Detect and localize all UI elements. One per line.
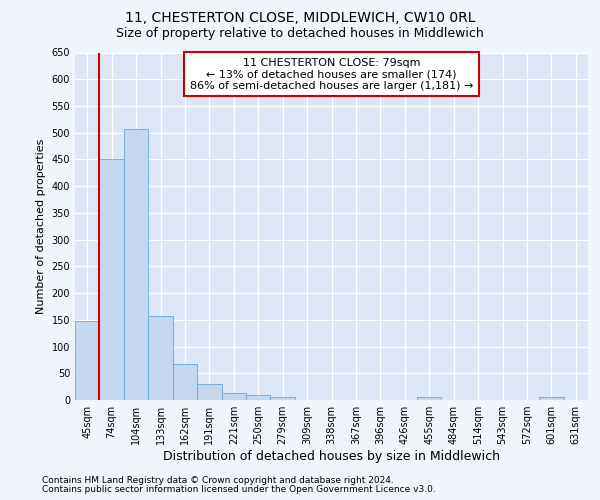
Bar: [271, 398, 295, 400]
Y-axis label: Number of detached properties: Number of detached properties: [36, 138, 46, 314]
Bar: [100, 160, 124, 400]
Text: Contains public sector information licensed under the Open Government Licence v3: Contains public sector information licen…: [42, 484, 436, 494]
Bar: [197, 384, 221, 400]
Text: Contains HM Land Registry data © Crown copyright and database right 2024.: Contains HM Land Registry data © Crown c…: [42, 476, 394, 485]
Bar: [417, 397, 442, 400]
Bar: [124, 129, 148, 400]
X-axis label: Distribution of detached houses by size in Middlewich: Distribution of detached houses by size …: [163, 450, 500, 463]
Bar: [148, 316, 173, 400]
Bar: [221, 392, 246, 400]
Bar: [173, 364, 197, 400]
Bar: [246, 395, 271, 400]
Bar: [539, 397, 563, 400]
Text: Size of property relative to detached houses in Middlewich: Size of property relative to detached ho…: [116, 28, 484, 40]
Text: 11 CHESTERTON CLOSE: 79sqm
← 13% of detached houses are smaller (174)
86% of sem: 11 CHESTERTON CLOSE: 79sqm ← 13% of deta…: [190, 58, 473, 91]
Text: 11, CHESTERTON CLOSE, MIDDLEWICH, CW10 0RL: 11, CHESTERTON CLOSE, MIDDLEWICH, CW10 0…: [125, 11, 475, 25]
Bar: [75, 321, 100, 400]
